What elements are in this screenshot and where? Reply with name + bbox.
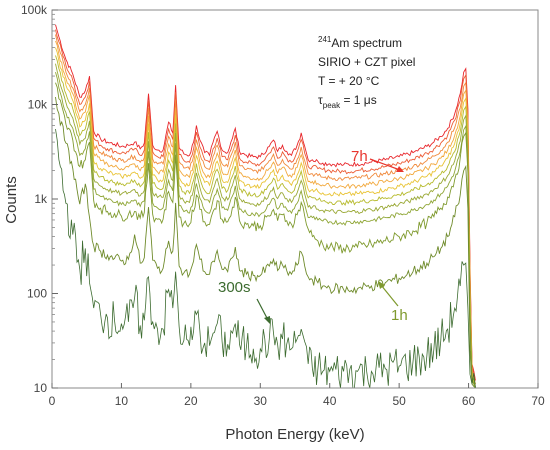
y-axis-ticks: 10 100 1k 10k 100k bbox=[21, 3, 58, 395]
spectrum-series-2 bbox=[55, 29, 476, 381]
info-spectrum-text: Am spectrum bbox=[331, 36, 402, 50]
annotation-1h-arrow bbox=[380, 284, 399, 307]
spectrum-series-9 bbox=[55, 82, 476, 389]
x-axis-label: Photon Energy (keV) bbox=[225, 426, 364, 443]
x-tick-label: 60 bbox=[462, 394, 476, 408]
info-tau-subscript: peak bbox=[323, 101, 341, 110]
info-line-4: τpeak = 1 μs bbox=[318, 93, 377, 110]
info-line-1: 241Am spectrum bbox=[318, 35, 402, 50]
plot-area bbox=[52, 10, 538, 388]
spectrum-series-8 bbox=[55, 71, 476, 389]
spectrum-series-10 bbox=[55, 96, 476, 389]
x-tick-label: 10 bbox=[115, 394, 129, 408]
y-tick-label: 10 bbox=[34, 381, 48, 395]
x-tick-label: 40 bbox=[323, 394, 337, 408]
annotation-300s: 300s bbox=[218, 279, 270, 324]
spectrum-series-4 bbox=[55, 40, 476, 385]
info-tau: τ bbox=[318, 93, 323, 107]
x-tick-label: 70 bbox=[531, 394, 545, 408]
x-tick-label: 30 bbox=[254, 394, 268, 408]
info-line-2: SIRIO + CZT pixel bbox=[318, 55, 415, 69]
annotation-1h: 1h bbox=[378, 281, 408, 324]
spectrum-series-3 bbox=[55, 34, 476, 385]
annotation-300s-arrowhead bbox=[264, 316, 270, 324]
annotation-1h-arrowhead bbox=[378, 281, 385, 289]
info-tau-value: = 1 μs bbox=[340, 93, 377, 107]
x-tick-label: 20 bbox=[184, 394, 198, 408]
spectrum-series-5 bbox=[55, 47, 476, 385]
info-box: 241Am spectrum SIRIO + CZT pixel T = + 2… bbox=[318, 35, 415, 110]
x-axis-ticks: 0 10 20 30 40 50 60 70 bbox=[49, 383, 545, 408]
spectrum-series-7 bbox=[55, 63, 476, 389]
y-tick-label: 10k bbox=[28, 98, 48, 112]
annotation-7h-arrowhead bbox=[396, 166, 404, 172]
series-layer bbox=[55, 24, 476, 389]
info-isotope-superscript: 241 bbox=[318, 35, 332, 44]
annotation-300s-arrow bbox=[256, 298, 269, 321]
annotation-300s-label: 300s bbox=[218, 279, 251, 296]
x-tick-label: 0 bbox=[49, 394, 56, 408]
annotation-7h-arrow bbox=[369, 158, 401, 171]
spectrum-series-1 bbox=[55, 24, 476, 381]
spectrum-series-11 bbox=[55, 128, 476, 389]
annotation-1h-label: 1h bbox=[391, 307, 408, 324]
y-tick-label: 1k bbox=[34, 192, 48, 206]
y-tick-label: 100 bbox=[27, 287, 47, 301]
x-tick-label: 50 bbox=[392, 394, 406, 408]
annotation-7h-label: 7h bbox=[351, 148, 368, 165]
info-line-3: T = + 20 °C bbox=[318, 74, 380, 88]
y-axis-label: Counts bbox=[3, 176, 20, 224]
y-tick-label: 100k bbox=[21, 3, 48, 17]
spectrum-series-6 bbox=[55, 55, 476, 389]
annotation-7h: 7h bbox=[351, 148, 404, 172]
